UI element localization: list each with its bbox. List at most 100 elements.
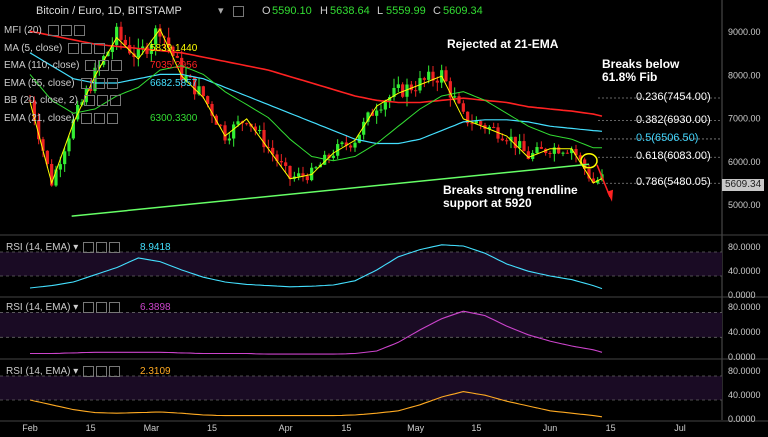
candle-body [474, 121, 478, 124]
rsi-legend-label[interactable]: RSI (14, EMA) ▾ [6, 302, 121, 314]
fib-level-label: 0.786(5480.05) [636, 176, 711, 189]
indicator-name: BB (20, close, 2) [4, 95, 78, 107]
candle-body [431, 71, 435, 81]
candle-body [561, 152, 565, 154]
candle-body [245, 123, 249, 125]
indicator-name: MA (5, close) [4, 42, 63, 54]
candle-body [548, 153, 552, 155]
rsi-band [0, 312, 722, 338]
indicator-options-icon[interactable] [82, 95, 121, 106]
indicator-row[interactable]: MFI (20) [4, 25, 85, 37]
candle-body [141, 46, 145, 49]
rsi-legend-label[interactable]: RSI (14, EMA) ▾ [6, 242, 121, 254]
candle-body [314, 167, 318, 169]
rsi-axis-tick: 0.0000 [728, 352, 756, 362]
candle-body [184, 75, 188, 81]
candle-body [396, 84, 400, 88]
annotation-trendline-line2: support at 5920 [443, 196, 532, 210]
indicator-options-icon[interactable] [66, 42, 106, 54]
price-axis-tick: 7000.00 [728, 114, 761, 124]
candle-body [223, 125, 227, 141]
rsi-options-icon[interactable] [78, 366, 121, 377]
candle-body [115, 26, 119, 45]
candle-body [526, 151, 530, 159]
indicator-value: 7035.2956 [150, 60, 198, 71]
indicator-row[interactable]: BB (20, close, 2) [4, 95, 121, 107]
indicator-row[interactable]: EMA (21, close) [4, 112, 118, 125]
candle-body [258, 129, 262, 131]
close-label: C [433, 5, 441, 17]
annotation-rejected: Rejected at 21-EMA [447, 37, 559, 51]
candle-body [193, 77, 197, 95]
price-axis-tick: 8000.00 [728, 70, 761, 80]
candle-body [37, 120, 41, 140]
rsi-axis-tick: 40.0000 [728, 266, 761, 276]
rsi-value: 6.3898 [140, 302, 171, 313]
indicator-options-icon[interactable] [79, 77, 118, 89]
candle-body [487, 126, 491, 130]
ema-21-line [29, 65, 602, 162]
candle-body [392, 87, 396, 97]
indicator-options-icon[interactable] [46, 25, 85, 36]
price-axis-tick: 5000.00 [728, 200, 761, 210]
candle-body [331, 155, 335, 158]
indicator-row[interactable]: MA (5, close) [4, 42, 106, 55]
indicator-name: EMA (110, close) [4, 60, 80, 72]
indicator-row[interactable]: EMA (55, close) [4, 77, 118, 90]
rsi-axis-tick: 40.0000 [728, 390, 761, 400]
rsi-legend-label[interactable]: RSI (14, EMA) ▾ [6, 366, 121, 378]
close-value: 5609.34 [443, 5, 483, 17]
candle-body [466, 111, 470, 124]
indicator-name: EMA (21, close) [4, 112, 75, 124]
candle-body [570, 149, 574, 154]
chart-header: Bitcoin / Euro, 1D, BITSTAMP ▾ O 5590.10… [0, 0, 600, 22]
last-price-badge: 5609.34 [722, 179, 765, 191]
indicator-options-icon[interactable] [79, 112, 118, 124]
candle-body [180, 57, 184, 81]
rsi-axis-tick: 80.0000 [728, 242, 761, 252]
indicator-options-icon[interactable] [83, 60, 123, 71]
ema-110-line [29, 30, 603, 117]
candle-body [375, 110, 379, 116]
candle-body [188, 75, 192, 78]
dropdown-arrow-icon[interactable]: ▾ [218, 5, 224, 17]
x-axis-tick: 15 [471, 423, 481, 433]
candle-body [63, 151, 67, 165]
candle-body [236, 121, 240, 125]
x-axis-tick: Jul [674, 423, 686, 433]
candle-body [448, 81, 452, 98]
candle-body [58, 164, 62, 170]
indicator-row[interactable]: EMA (110, close) [4, 60, 123, 72]
candle-body [535, 147, 539, 154]
candle-body [388, 96, 392, 102]
indicator-value: 6682.5857 [150, 77, 198, 89]
symbol-title[interactable]: Bitcoin / Euro, 1D, BITSTAMP [36, 5, 182, 17]
candle-body [587, 169, 591, 179]
candle-body [370, 112, 374, 116]
candle-body [470, 123, 474, 125]
rsi-line [29, 391, 603, 418]
candle-body [279, 161, 283, 163]
candle-body [297, 173, 301, 177]
rsi-value: 2.3109 [140, 366, 171, 377]
high-label: H [320, 5, 328, 17]
annotation-trendline-line1: Breaks strong trendline [443, 183, 578, 197]
fib-level-label: 0.236(7454.00) [636, 90, 711, 103]
indicator-name: MFI (20) [4, 25, 42, 37]
candle-body [271, 147, 275, 155]
rsi-band [0, 376, 722, 400]
rsi-options-icon[interactable] [78, 242, 121, 253]
indicator-name: EMA (55, close) [4, 77, 75, 89]
x-axis-tick: Apr [279, 423, 293, 433]
fib-level-label: 0.618(6083.00) [636, 150, 711, 163]
ema-55-line [29, 52, 603, 145]
candle-body [557, 147, 561, 154]
rsi-options-icon[interactable] [78, 302, 121, 313]
candle-body [206, 96, 210, 104]
fib-level-label: 0.5(6506.50) [636, 131, 699, 144]
candle-body [119, 26, 123, 40]
candle-body [201, 86, 205, 97]
candle-body [383, 101, 387, 110]
candle-body [505, 140, 509, 142]
x-axis-tick: Mar [144, 423, 160, 433]
